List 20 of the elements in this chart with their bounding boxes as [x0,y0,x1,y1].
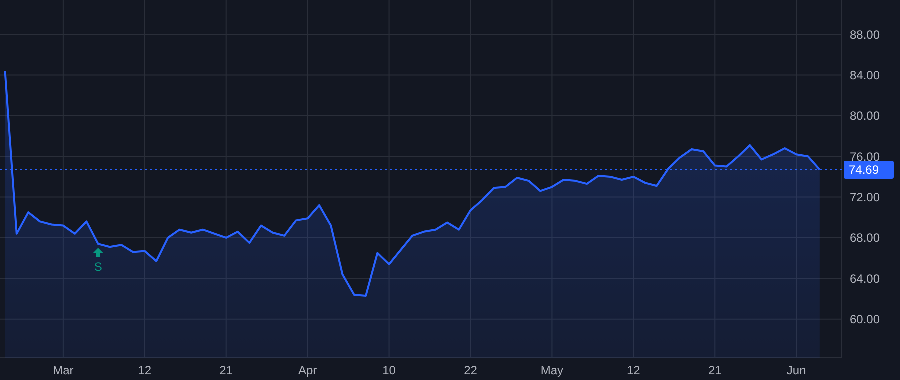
y-tick-label: 80.00 [850,109,880,124]
y-tick-label: 88.00 [850,28,880,42]
x-tick-label: 22 [464,364,478,378]
x-tick-label: 21 [708,364,722,378]
y-tick-label: 76.00 [850,150,880,164]
annotation: S [94,260,102,274]
x-tick-label: Apr [298,364,318,378]
y-tick-label: 72.00 [850,190,880,205]
x-tick-label: 12 [138,364,152,378]
x-tick-label: 21 [220,364,234,378]
x-tick-label: Mar [53,364,74,378]
y-tick-label: 60.00 [850,312,880,327]
x-tick-label: 12 [627,364,641,378]
y-tick-label: 64.00 [850,272,880,286]
x-tick-label: May [540,364,564,378]
y-tick-label: 68.00 [850,231,880,246]
x-tick-label: 10 [382,364,396,378]
y-tick-label: 84.00 [850,68,880,83]
x-tick-label: Jun [786,364,806,378]
ref-line-label: 74.69 [849,162,880,177]
